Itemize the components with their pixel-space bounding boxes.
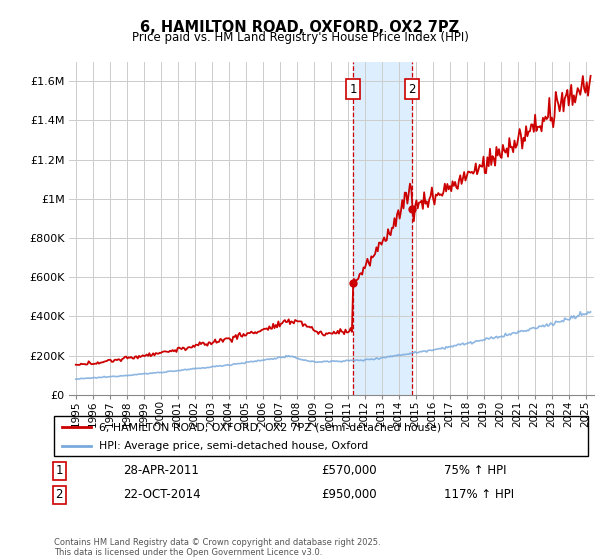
Text: 6, HAMILTON ROAD, OXFORD, OX2 7PZ (semi-detached house): 6, HAMILTON ROAD, OXFORD, OX2 7PZ (semi-… xyxy=(100,422,442,432)
Text: 1: 1 xyxy=(349,82,357,96)
Text: 2: 2 xyxy=(409,82,416,96)
Text: Contains HM Land Registry data © Crown copyright and database right 2025.
This d: Contains HM Land Registry data © Crown c… xyxy=(54,538,380,557)
Text: 1: 1 xyxy=(56,464,63,477)
Text: HPI: Average price, semi-detached house, Oxford: HPI: Average price, semi-detached house,… xyxy=(100,441,368,451)
Text: 117% ↑ HPI: 117% ↑ HPI xyxy=(444,488,514,501)
Text: 22-OCT-2014: 22-OCT-2014 xyxy=(124,488,201,501)
Bar xyxy=(353,62,412,395)
Text: 75% ↑ HPI: 75% ↑ HPI xyxy=(444,464,506,477)
Text: £950,000: £950,000 xyxy=(321,488,377,501)
Text: Price paid vs. HM Land Registry's House Price Index (HPI): Price paid vs. HM Land Registry's House … xyxy=(131,31,469,44)
Text: 6, HAMILTON ROAD, OXFORD, OX2 7PZ: 6, HAMILTON ROAD, OXFORD, OX2 7PZ xyxy=(140,20,460,35)
Text: 28-APR-2011: 28-APR-2011 xyxy=(124,464,199,477)
Text: £570,000: £570,000 xyxy=(321,464,377,477)
Text: 2: 2 xyxy=(56,488,63,501)
